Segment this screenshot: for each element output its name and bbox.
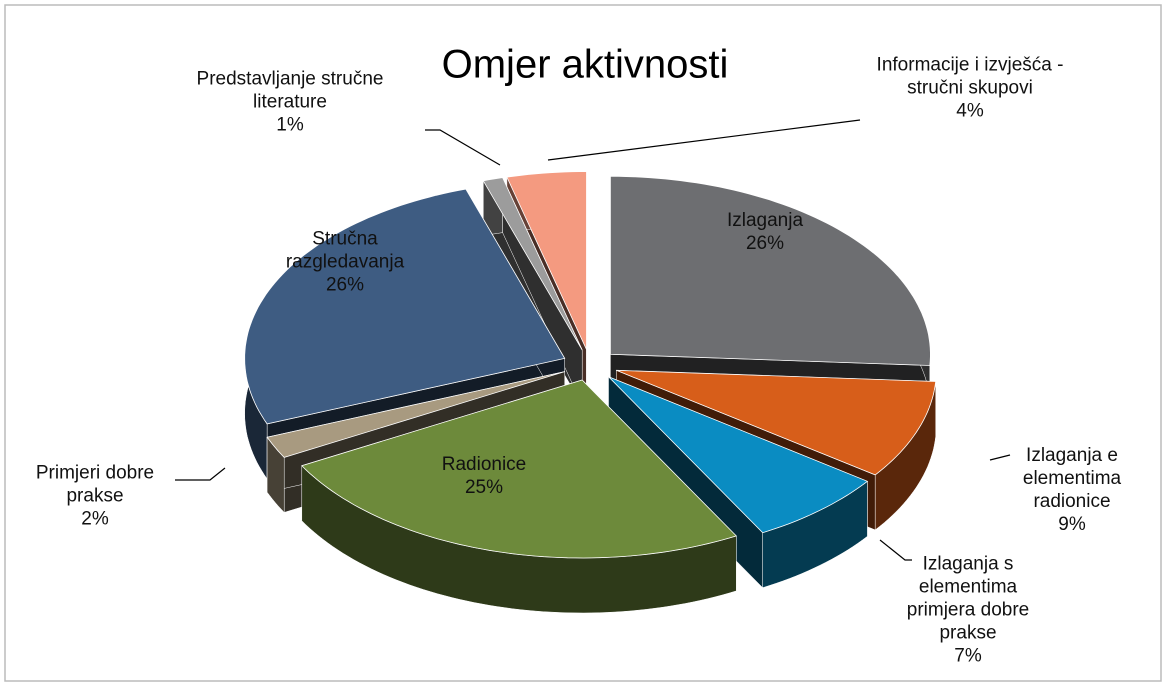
category-label: Informacije i izvješća - stručni skupovi <box>876 54 1064 99</box>
slice <box>616 369 937 476</box>
data-label: Izlaganja 26% <box>695 209 835 255</box>
category-label: Izlaganja s elementima primjera dobre pr… <box>906 553 1030 644</box>
chart-title: Omjer aktivnosti <box>441 42 729 87</box>
category-label: Stručna razgledavanja <box>285 228 405 273</box>
leader-line <box>425 129 501 166</box>
leader-line <box>175 467 226 481</box>
category-label: Predstavljanje stručne literature <box>196 68 384 113</box>
category-label: Primjeri dobre prakse <box>35 462 155 507</box>
data-label: Predstavljanje stručne literature 1% <box>185 68 395 137</box>
value-label: 9% <box>1058 514 1086 535</box>
slice <box>301 379 738 614</box>
slice <box>608 376 869 534</box>
category-label: Radionice <box>441 454 527 475</box>
category-label: Izlaganja <box>726 210 804 231</box>
slice <box>301 379 738 559</box>
slice <box>482 177 583 351</box>
value-label: 25% <box>464 477 504 498</box>
data-label: Radionice 25% <box>409 453 559 499</box>
slice <box>506 171 587 350</box>
data-label: Izlaganja s elementima primjera dobre pr… <box>893 553 1043 668</box>
category-label: Izlaganja e elementima radionice <box>1022 445 1122 512</box>
value-label: 26% <box>745 233 785 254</box>
value-label: 2% <box>81 508 109 530</box>
value-label: 4% <box>956 100 984 122</box>
data-label: Izlaganja e elementima radionice 9% <box>1007 444 1137 536</box>
slice <box>610 175 931 366</box>
leader-line <box>989 454 1011 461</box>
value-label: 26% <box>325 274 365 296</box>
slice <box>244 188 566 425</box>
leader-line <box>879 539 912 561</box>
data-label: Informacije i izvješća - stručni skupovi… <box>875 54 1065 123</box>
value-label: 1% <box>276 114 304 136</box>
data-label: Primjeri dobre prakse 2% <box>10 462 180 531</box>
leader-line <box>547 119 861 161</box>
value-label: 7% <box>954 645 982 667</box>
data-label: Stručna razgledavanja 26% <box>270 228 420 297</box>
slice <box>266 371 565 458</box>
